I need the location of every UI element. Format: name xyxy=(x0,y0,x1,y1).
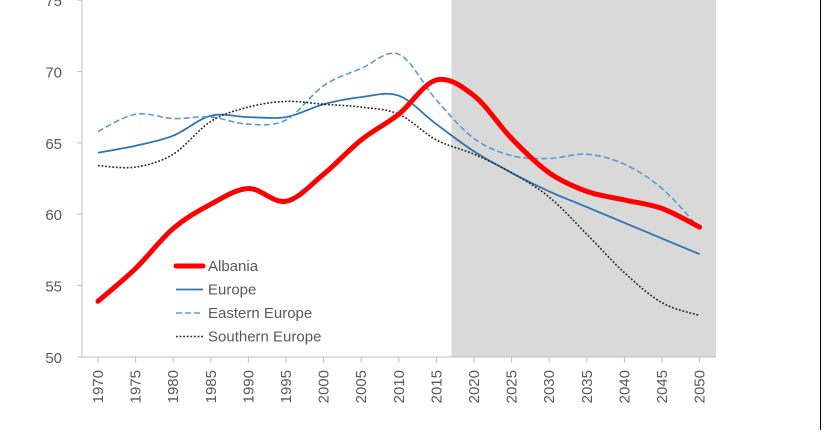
y-tick-label: 65 xyxy=(45,136,62,153)
x-tick-label: 2040 xyxy=(616,370,633,403)
x-tick-label: 2015 xyxy=(428,370,445,403)
y-tick-label: 60 xyxy=(45,207,62,224)
legend-label-albania: Albania xyxy=(208,258,259,275)
x-tick-label: 1995 xyxy=(278,370,295,403)
x-tick-label: 2030 xyxy=(541,370,558,403)
x-tick-label: 2045 xyxy=(654,370,671,403)
projection-shading xyxy=(451,0,716,357)
x-tick-label: 2020 xyxy=(466,370,483,403)
x-tick-label: 1990 xyxy=(240,370,257,403)
x-tick-label: 1985 xyxy=(203,370,220,403)
projection-shading-layer xyxy=(451,0,716,357)
x-tick-label: 2035 xyxy=(579,370,596,403)
legend: Albania Europe Eastern Europe Southern Euro… xyxy=(173,258,321,346)
x-tick-label: 2005 xyxy=(353,370,370,403)
y-tick-label: 75 xyxy=(45,0,62,10)
series-line-albania xyxy=(95,76,703,304)
x-tick-label: 2050 xyxy=(692,370,709,403)
x-tick-label: 1980 xyxy=(165,370,182,403)
frame-border-right xyxy=(820,0,821,430)
y-tick-label: 50 xyxy=(45,350,62,367)
x-tick-label: 1975 xyxy=(128,370,145,403)
x-tick-label: 2010 xyxy=(391,370,408,403)
legend-label-eastern-europe: Eastern Europe xyxy=(208,305,312,322)
axes: 50 55 60 65 70 75 1970 1975 1980 1985 1990 1995 2000… xyxy=(45,0,716,403)
series-line-eastern-europe xyxy=(97,52,701,230)
series-line-europe xyxy=(97,92,700,256)
y-tick-label: 55 xyxy=(45,279,62,296)
legend-label-europe: Europe xyxy=(208,282,256,299)
x-tick-label: 2025 xyxy=(504,370,521,403)
series-layer xyxy=(95,52,703,317)
x-tick-label: 2000 xyxy=(316,370,333,403)
y-tick-label: 70 xyxy=(45,64,62,81)
x-tick-label: 1970 xyxy=(90,370,107,403)
legend-label-southern-europe: Southern Europe xyxy=(208,329,321,346)
